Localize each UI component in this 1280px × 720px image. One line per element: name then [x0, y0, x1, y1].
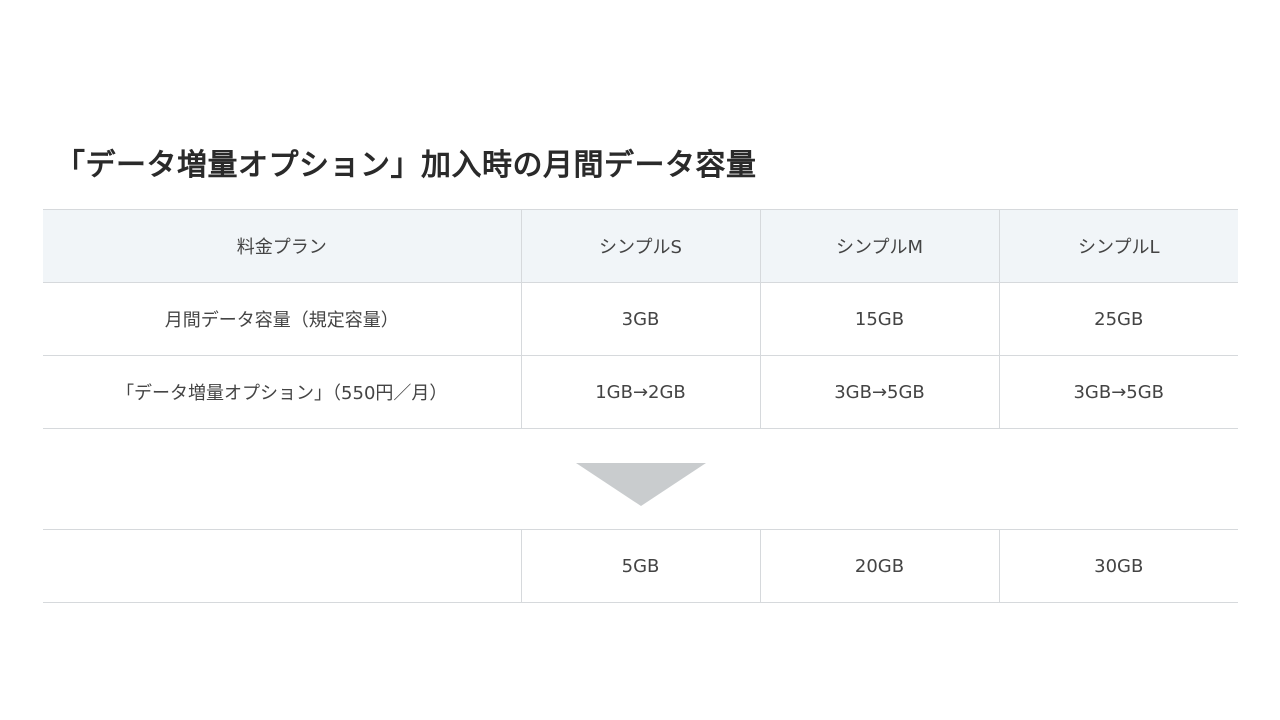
table-cell: 30GB: [998, 529, 1238, 603]
header-cell: シンプルM: [759, 209, 999, 283]
table-cell: 1GB→2GB: [520, 355, 760, 429]
table-cell: 15GB: [759, 282, 999, 356]
table-row: 「データ増量オプション」（550円／月） 1GB→2GB 3GB→5GB 3GB…: [43, 355, 1238, 429]
table-cell: 20GB: [759, 529, 999, 603]
header-cell: 料金プラン: [43, 209, 521, 283]
result-table: 5GB 20GB 30GB: [43, 529, 1238, 603]
table-cell: 3GB: [520, 282, 760, 356]
plan-table: 料金プラン シンプルS シンプルM シンプルL 月間データ容量（規定容量） 3G…: [43, 209, 1238, 429]
table-cell: 3GB→5GB: [759, 355, 999, 429]
row-label: 「データ増量オプション」（550円／月）: [43, 355, 521, 429]
header-cell: シンプルS: [520, 209, 760, 283]
table-cell: 25GB: [998, 282, 1238, 356]
table-row: 5GB 20GB 30GB: [43, 529, 1238, 603]
page-title: 「データ増量オプション」加入時の月間データ容量: [55, 148, 757, 183]
down-arrow-icon: [576, 463, 706, 506]
row-label: [43, 529, 521, 603]
header-cell: シンプルL: [998, 209, 1238, 283]
table-row: 月間データ容量（規定容量） 3GB 15GB 25GB: [43, 282, 1238, 356]
table-cell: 5GB: [520, 529, 760, 603]
row-label: 月間データ容量（規定容量）: [43, 282, 521, 356]
table-header-row: 料金プラン シンプルS シンプルM シンプルL: [43, 209, 1238, 283]
table-cell: 3GB→5GB: [998, 355, 1238, 429]
